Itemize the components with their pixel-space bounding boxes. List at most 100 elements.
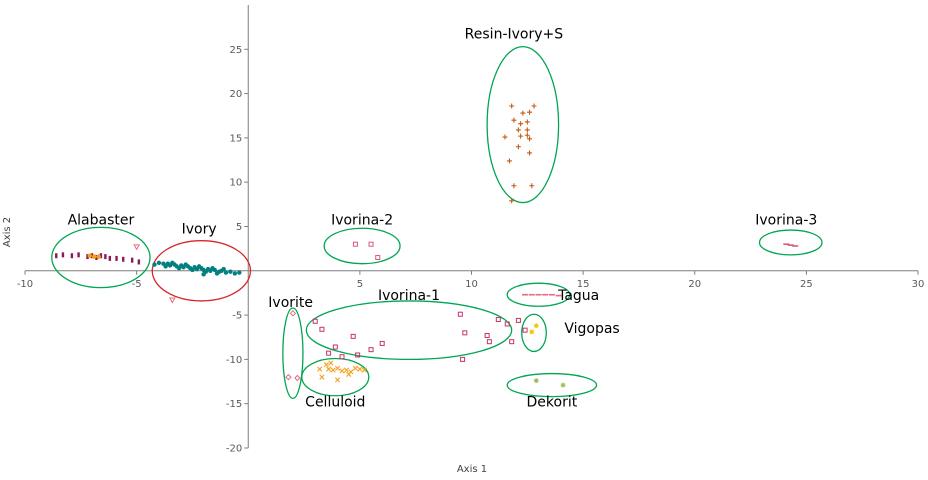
data-point — [170, 260, 175, 266]
y-tick-label: 20 — [230, 89, 243, 100]
x-tick-label: 5 — [357, 279, 363, 290]
cluster-ellipse — [486, 45, 560, 204]
y-tick-label: -10 — [226, 355, 242, 366]
y-axis-title: Axis 2 — [2, 217, 13, 247]
x-tick-label: 30 — [912, 279, 925, 290]
y-tick-label: -15 — [226, 399, 242, 410]
cluster-ellipse — [323, 227, 401, 265]
data-point — [86, 254, 89, 260]
data-point — [152, 262, 157, 267]
data-point — [90, 253, 94, 259]
cluster-ellipse — [301, 357, 370, 397]
data-point — [70, 253, 74, 259]
data-point — [115, 255, 118, 261]
data-point — [368, 347, 374, 353]
data-point — [221, 266, 226, 272]
data-points — [55, 103, 799, 388]
data-point — [486, 339, 492, 345]
data-point — [156, 260, 162, 266]
data-point — [317, 366, 323, 372]
axes: -10 -5 5 10 15 20 25 30 -20 -15 -10 -5 5 10 15 20 25 — [17, 5, 925, 455]
data-point — [522, 327, 528, 333]
y-tick-label: 5 — [236, 222, 242, 233]
y-tick-label: 10 — [230, 178, 243, 189]
data-point — [339, 354, 345, 360]
data-point — [357, 366, 363, 372]
data-point — [511, 183, 517, 189]
data-point — [531, 103, 537, 109]
data-point — [326, 350, 332, 356]
x-axis-title: Axis 1 — [457, 464, 487, 475]
data-point — [375, 255, 381, 261]
data-point — [312, 318, 318, 324]
data-point — [214, 271, 220, 276]
data-point — [137, 259, 141, 265]
data-point — [527, 109, 533, 115]
data-point — [484, 332, 490, 338]
cluster-ellipse — [506, 372, 598, 398]
cluster-label: Ivorina-3 — [755, 213, 817, 229]
data-point — [457, 311, 463, 317]
data-point — [319, 326, 325, 332]
data-point — [529, 329, 535, 335]
data-point — [560, 382, 566, 388]
data-point — [223, 270, 229, 275]
cluster-label: Resin-Ivory+S — [465, 27, 564, 43]
data-point — [524, 119, 530, 125]
data-point — [509, 198, 515, 204]
cluster-label: Ivorite — [268, 295, 313, 311]
x-tick-label: -5 — [132, 279, 142, 290]
cluster-label: Ivory — [182, 222, 217, 238]
x-tick-label: 10 — [465, 279, 478, 290]
data-point — [350, 333, 356, 339]
cluster-ellipse — [506, 282, 571, 307]
data-point — [518, 121, 524, 127]
data-point — [133, 244, 140, 251]
data-point — [355, 352, 361, 358]
data-point — [515, 144, 521, 150]
data-point — [77, 252, 80, 258]
data-point — [237, 270, 242, 275]
data-point — [343, 367, 350, 373]
data-point — [326, 366, 332, 372]
data-point — [104, 254, 107, 260]
data-point — [55, 253, 58, 259]
y-tick-label: 15 — [230, 133, 243, 144]
data-point — [323, 362, 329, 368]
data-point — [210, 265, 215, 271]
data-point — [511, 117, 517, 123]
data-point — [96, 254, 101, 259]
data-point — [294, 374, 301, 382]
x-tick-label: 20 — [688, 279, 701, 290]
data-point — [232, 271, 238, 276]
data-point — [163, 264, 168, 269]
data-point — [334, 365, 341, 371]
data-point — [346, 371, 352, 378]
data-point — [506, 158, 512, 164]
data-point — [228, 269, 233, 274]
data-point — [352, 365, 358, 371]
data-point — [527, 150, 533, 156]
cluster-label: Dekorit — [527, 394, 578, 410]
cluster-ellipses — [51, 45, 823, 400]
data-point — [524, 127, 530, 133]
data-point — [462, 330, 468, 336]
data-point — [368, 241, 374, 247]
cluster-ellipse — [151, 240, 252, 302]
cluster-ellipse — [282, 307, 304, 400]
data-point — [334, 377, 341, 383]
y-tick-label: 25 — [230, 45, 243, 56]
data-point — [524, 132, 530, 138]
cluster-ellipse — [51, 226, 151, 289]
data-point — [196, 264, 202, 269]
cluster-label: Tagua — [557, 288, 599, 304]
cluster-label: Ivorina-2 — [331, 213, 393, 229]
cluster-label: Celluloid — [305, 394, 365, 410]
data-point — [529, 183, 535, 189]
data-point — [168, 297, 176, 304]
data-point — [352, 241, 358, 247]
data-point — [533, 323, 539, 329]
data-point — [515, 317, 521, 323]
y-tick-label: -20 — [226, 444, 242, 455]
